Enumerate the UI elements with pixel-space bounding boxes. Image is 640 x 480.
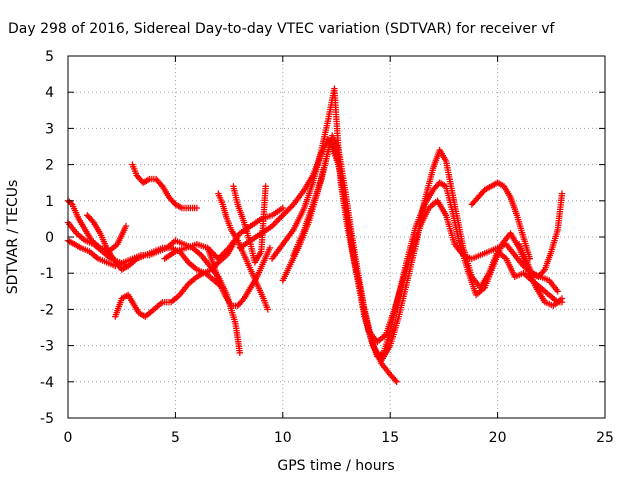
- data-series: [84, 212, 149, 273]
- x-tick-label: 15: [381, 430, 399, 446]
- axis-ticks: 0 5 10 15 20 25 -5 -4 -3 -2 -1 0 1 2 3 4 5: [40, 49, 614, 446]
- data-point: [558, 299, 566, 306]
- data-point: [540, 267, 547, 275]
- data-point: [392, 377, 399, 384]
- y-axis-label: SDTVAR / TECUs: [5, 180, 21, 295]
- data-point: [142, 251, 149, 259]
- x-tick-label: 20: [489, 430, 507, 446]
- data-point: [558, 190, 566, 197]
- x-tick-label: 0: [64, 430, 73, 446]
- y-tick-label: -5: [40, 411, 54, 427]
- data-series: [290, 139, 566, 364]
- data-point: [264, 306, 271, 313]
- data-point: [279, 204, 286, 212]
- data-series: [215, 190, 271, 313]
- y-tick-label: 2: [45, 158, 54, 174]
- y-tick-label: 3: [45, 121, 54, 137]
- y-tick-label: 5: [45, 49, 54, 65]
- y-tick-label: -3: [40, 339, 54, 355]
- data-point: [393, 378, 400, 385]
- data-point: [193, 204, 201, 212]
- data-series: [515, 190, 566, 280]
- data-point: [262, 183, 269, 190]
- data-series: [129, 161, 201, 212]
- x-axis-label: GPS time / hours: [277, 458, 394, 474]
- data-series: [204, 244, 274, 309]
- x-tick-label: 5: [171, 430, 180, 446]
- y-tick-label: -2: [40, 302, 54, 318]
- y-tick-label: -4: [40, 375, 54, 391]
- x-tick-label: 25: [596, 430, 614, 446]
- x-tick-label: 10: [274, 430, 292, 446]
- y-tick-label: 4: [45, 85, 54, 101]
- data-point: [236, 349, 243, 356]
- chart-title: Day 298 of 2016, Sidereal Day-to-day VTE…: [8, 21, 556, 37]
- y-tick-label: 0: [45, 230, 54, 246]
- data-marks: [64, 85, 566, 385]
- y-tick-label: -1: [40, 266, 54, 282]
- y-tick-label: 1: [45, 194, 54, 210]
- data-series: [468, 179, 533, 262]
- data-point: [122, 222, 130, 230]
- data-point: [554, 288, 561, 295]
- data-point: [266, 244, 274, 252]
